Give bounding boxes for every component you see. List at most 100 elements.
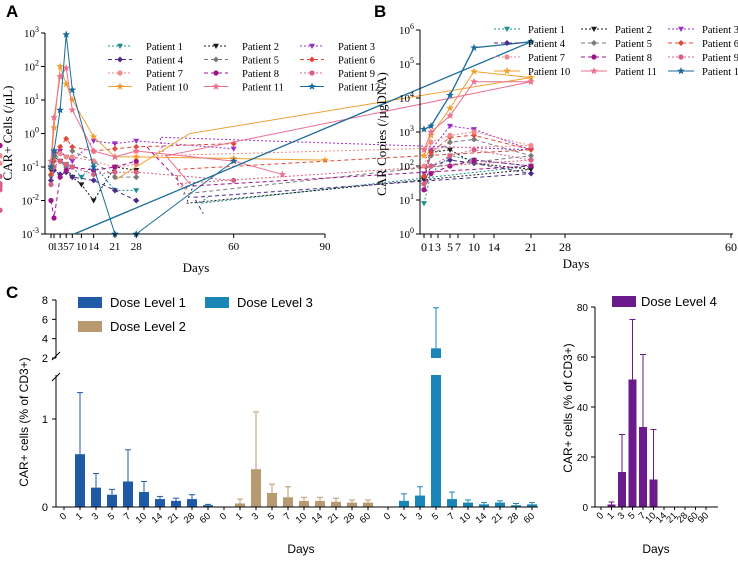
panel-c-bar <box>299 500 309 507</box>
panel-b-point <box>471 129 477 135</box>
panel-b-point <box>421 201 427 207</box>
panel-a-legend-label: Patient 4 <box>146 56 184 67</box>
panel-label-c: C <box>6 283 18 302</box>
panel-a-point <box>278 170 287 178</box>
panel-c-bar <box>347 502 357 507</box>
panel-a-point <box>90 198 97 204</box>
panel-b-x-tick-label: 3 <box>435 240 441 254</box>
panel-a-legend-marker <box>309 70 315 76</box>
panel-label-b: B <box>374 2 386 21</box>
panel-a-x-label: Days <box>183 260 210 275</box>
panel-d-bar <box>607 504 616 507</box>
panel-a-point <box>133 158 139 164</box>
panel-c-bar <box>447 499 457 507</box>
panel-b-y-tick-label: 104 <box>399 90 414 105</box>
panel-a-x-tick-label: 0 <box>48 241 54 253</box>
panel-a-point <box>133 197 140 204</box>
panel-b-legend-label: Patient 2 <box>615 25 652 36</box>
panel-a-point <box>69 154 75 160</box>
panel-b-legend-marker <box>591 26 597 32</box>
panel-b-point <box>446 91 454 99</box>
panel-a-point <box>48 197 54 204</box>
panel-a-point <box>68 96 77 104</box>
panel-a-point <box>132 147 140 155</box>
panel-b-legend-marker <box>504 40 510 46</box>
panel-a-point <box>48 177 54 184</box>
panel-b-point <box>0 207 3 213</box>
panel-a-point <box>69 158 76 165</box>
panel-b-y-tick-label: 103 <box>399 124 414 139</box>
panel-d-bar <box>618 472 626 507</box>
panel-b-legend-label: Patient 5 <box>615 39 652 50</box>
panel-a-legend-marker <box>117 70 123 76</box>
panel-b-y-tick-label: 102 <box>399 158 414 173</box>
panel-b-y-tick-label: 105 <box>399 56 414 71</box>
panel-b-y-tick-label: 101 <box>399 192 414 207</box>
panel-b-point <box>0 160 3 166</box>
panel-b-point <box>471 136 477 143</box>
panel-a-legend-label: Patient 2 <box>242 42 279 53</box>
panel-a-point <box>62 30 70 38</box>
panel-a-x-tick-label: 21 <box>109 241 120 253</box>
panel-b-point <box>528 170 534 177</box>
panel-c-bar <box>75 454 85 507</box>
panel-a-point <box>57 158 63 164</box>
panel-c-bar <box>155 499 165 507</box>
panel-b-point <box>527 37 535 45</box>
panel-c-bar <box>363 502 373 507</box>
panel-c-x-tick-label: 5 <box>106 511 117 523</box>
panel-b-point <box>528 167 534 173</box>
panel-d-x-label: Days <box>642 542 669 556</box>
panel-b-point <box>0 153 3 159</box>
panel-d-y-tick-label: 40 <box>577 403 589 414</box>
panel-d-y-tick-label: 20 <box>577 453 589 464</box>
panel-c-bar <box>187 499 197 507</box>
panel-c-x-tick-label: 10 <box>458 511 473 526</box>
panel-d-x-tick-label: 1 <box>605 510 617 522</box>
panel-b-point <box>447 123 453 130</box>
panel-a-point <box>47 157 55 165</box>
panel-c-legend-label: Dose Level 3 <box>237 295 313 310</box>
panel-a-point <box>133 169 139 175</box>
panel-a-point <box>50 147 58 155</box>
panel-a-x-tick-label: 10 <box>76 241 88 253</box>
panel-c-x-tick-label: 0 <box>382 511 393 523</box>
panel-a-point <box>57 174 63 180</box>
panel-b-point <box>470 43 478 51</box>
panel-a-series-line <box>50 34 234 235</box>
panel-b-legend-label: Patient 8 <box>615 53 652 64</box>
panel-a-legend-marker <box>213 43 219 49</box>
panel-a-point <box>111 187 118 194</box>
panel-a-point <box>133 143 140 150</box>
panel-a-x-tick-label: 60 <box>228 241 240 253</box>
panel-d-bar <box>649 479 658 507</box>
panel-c-bar <box>431 419 441 507</box>
panel-b-legend-marker <box>504 26 510 32</box>
panel-c-legend-label: Dose Level 1 <box>110 295 186 310</box>
panel-a-y-tick-label: 102 <box>24 59 39 74</box>
panel-a-point <box>112 164 118 170</box>
panel-a-point <box>133 188 140 194</box>
panel-c-x-tick-label: 28 <box>182 511 197 526</box>
panel-c-bar <box>251 469 261 507</box>
panel-a-point <box>89 163 98 171</box>
panel-b-point <box>528 142 534 149</box>
panel-c-bar <box>495 502 505 507</box>
panel-c-x-tick-label: 7 <box>122 511 133 523</box>
panel-a-legend-marker <box>213 56 219 63</box>
panel-c-y-tick-label: 1 <box>42 414 48 426</box>
panel-b-point <box>428 139 434 145</box>
panel-d-x-tick-label: 7 <box>637 510 649 522</box>
panel-a-point <box>91 171 97 178</box>
panel-c-x-tick-label: 1 <box>234 511 245 523</box>
panel-b-y-tick-label: 106 <box>399 22 414 37</box>
panel-b-legend-label: Patient 6 <box>702 39 738 50</box>
panel-a-point <box>69 174 76 181</box>
panel-a-series-line <box>50 149 137 191</box>
panel-b-series-line <box>193 159 532 214</box>
panel-a-point <box>69 148 76 155</box>
panel-b-legend-marker <box>590 67 598 75</box>
panel-b-point <box>446 111 454 119</box>
panel-b-point <box>421 187 427 193</box>
panel-d-y-tick-label: 60 <box>577 353 589 364</box>
